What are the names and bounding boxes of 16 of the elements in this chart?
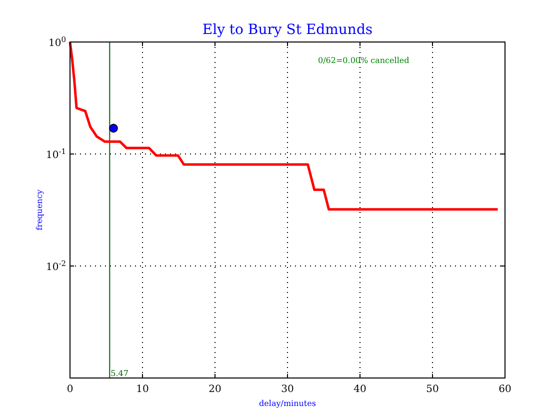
y-tick-label: 10$^{-1}$ bbox=[46, 146, 66, 161]
x-tick-label: 50 bbox=[426, 384, 439, 395]
x-tick-label: 60 bbox=[498, 384, 512, 395]
x-tick-label: 10 bbox=[136, 384, 149, 395]
ref-line-label: 5.47 bbox=[110, 369, 128, 378]
x-tick-label: 20 bbox=[208, 384, 222, 395]
y-tick-label: 10$^{0}$ bbox=[48, 34, 66, 49]
line-series bbox=[68, 40, 499, 211]
chart-title: Ely to Bury St Edmunds bbox=[202, 22, 373, 38]
y-axis-title: frequency bbox=[35, 189, 44, 230]
y-tick-label: 10$^{-2}$ bbox=[46, 258, 66, 273]
x-tick-label: 40 bbox=[354, 384, 366, 395]
annotation: 0/62=0.00% cancelled bbox=[318, 56, 410, 65]
x-axis-title: delay/minutes bbox=[259, 399, 316, 408]
x-tick-label: 30 bbox=[281, 384, 294, 395]
x-tick-label: 0 bbox=[66, 384, 74, 395]
